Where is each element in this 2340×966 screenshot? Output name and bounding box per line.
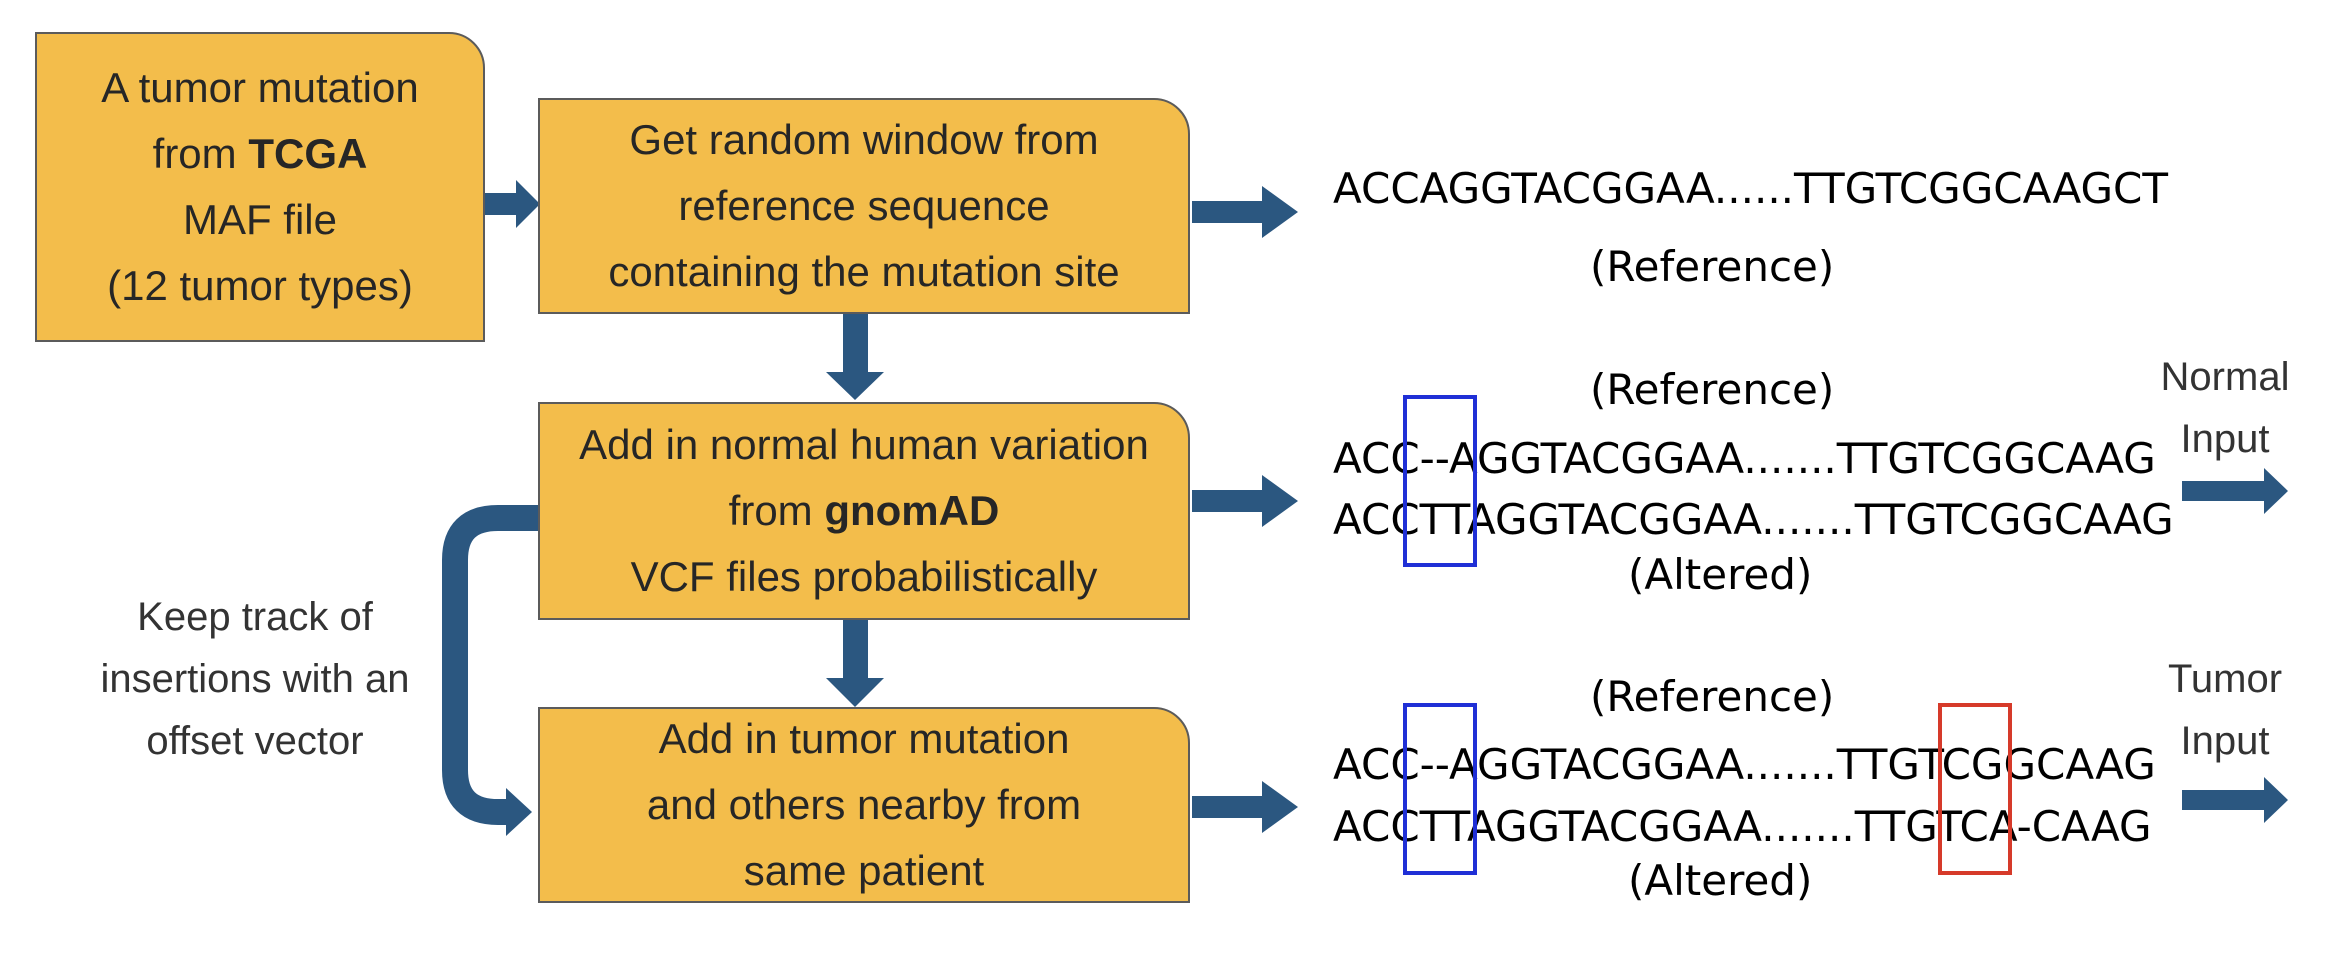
row2-insertion-highlight [1403, 395, 1477, 567]
tcga-line2-prefix: from [152, 130, 249, 177]
normal-input-line2: Input [2180, 417, 2270, 461]
row1-reference-sequence: ACCAGGTACGGAA......TTGTCGGCAAGCT [1333, 164, 2169, 213]
arrow-gnomad-to-tumor [826, 620, 884, 707]
arrow-tumor-input [2182, 777, 2288, 823]
gnomad-line3: VCF files probabilistically [630, 553, 1098, 600]
tumor-input-line2: Input [2180, 719, 2270, 763]
row3-reference-sequence: ACC--AGGTACGGAA.......TTGTCGGCAAG [1333, 740, 2156, 789]
side-note-line2: insertions with an [100, 657, 410, 701]
row2-altered-label: (Altered) [1628, 550, 1813, 599]
arrow-tcga-to-window [484, 180, 540, 228]
tcga-line2: from TCGA [153, 121, 368, 187]
row3-insertion-highlight [1403, 703, 1477, 875]
side-note-line3: offset vector [146, 719, 364, 763]
tcga-bold: TCGA [248, 130, 368, 177]
arrow-tumor-to-row3 [1192, 781, 1298, 833]
window-line3: containing the mutation site [608, 248, 1120, 295]
tcga-line4: (12 tumor types) [107, 262, 413, 309]
tumor-input-line1: Tumor [2167, 657, 2283, 701]
tumor-line2: and others nearby from [646, 781, 1082, 828]
tumor-line1: Add in tumor mutation [658, 715, 1070, 762]
row3-altered-label: (Altered) [1628, 856, 1813, 905]
normal-input-label: Normal Input [2140, 346, 2310, 470]
tumor-input-label: Tumor Input [2140, 648, 2310, 772]
tcga-line1: A tumor mutation [101, 64, 419, 111]
row2-reference-sequence: ACC--AGGTACGGAA.......TTGTCGGCAAG [1333, 434, 2156, 483]
gnomad-line2: from gnomAD [729, 478, 1000, 544]
row2-reference-label: (Reference) [1590, 365, 1835, 414]
arrow-window-to-gnomad [826, 313, 884, 400]
gnomad-line2-prefix: from [728, 487, 825, 534]
tcga-line3: MAF file [182, 196, 337, 243]
window-line2: reference sequence [678, 182, 1050, 229]
gnomad-bold: gnomAD [824, 487, 1000, 534]
side-note-line1: Keep track of [137, 595, 373, 639]
row1-reference-label: (Reference) [1590, 242, 1835, 291]
offset-vector-note: Keep track of insertions with an offset … [60, 586, 450, 772]
arrow-window-to-reference [1192, 186, 1298, 238]
row3-mutation-highlight [1938, 703, 2012, 875]
gnomad-line1: Add in normal human variation [579, 421, 1149, 468]
random-window-box: Get random window from reference sequenc… [538, 98, 1190, 314]
tumor-mutation-box: Add in tumor mutation and others nearby … [538, 707, 1190, 903]
gnomad-variation-box: Add in normal human variation from gnomA… [538, 402, 1190, 620]
row3-altered-sequence: ACCTTAGGTACGGAA.......TTGTCA-CAAG [1333, 802, 2152, 851]
row3-reference-label: (Reference) [1590, 672, 1835, 721]
arrow-offset-loop [442, 505, 538, 825]
window-line1: Get random window from [629, 116, 1099, 163]
tcga-source-box: A tumor mutation from TCGA MAF file (12 … [35, 32, 485, 342]
normal-input-line1: Normal [2160, 355, 2290, 399]
arrow-gnomad-to-row2 [1192, 475, 1298, 527]
tumor-line3: same patient [743, 847, 985, 894]
arrow-normal-input [2182, 468, 2288, 514]
